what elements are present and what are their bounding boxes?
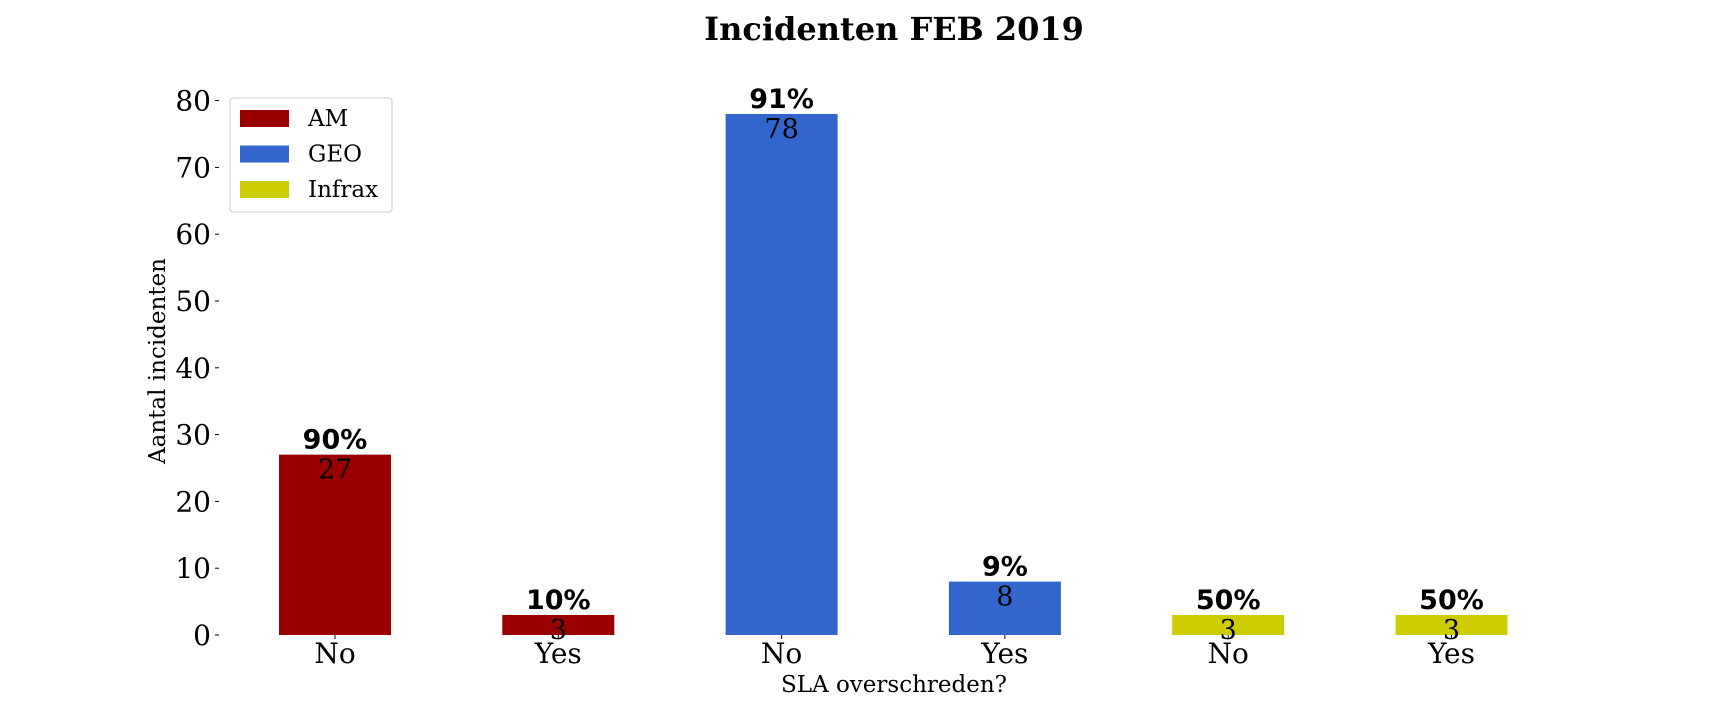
x-tick-label: Yes	[980, 637, 1028, 670]
y-tick-label: 0	[193, 619, 211, 652]
x-tick-label: No	[314, 637, 355, 670]
y-tick-label: 70	[175, 151, 211, 184]
chart-title: Incidenten FEB 2019	[704, 10, 1084, 48]
legend-swatch	[240, 110, 289, 127]
x-tick-label: No	[1208, 637, 1249, 670]
bar-value-label: 3	[1443, 615, 1460, 646]
bar-percent-label: 90%	[303, 425, 368, 456]
y-tick-label: 40	[175, 352, 211, 385]
bar-value-label: 78	[764, 114, 798, 145]
bar	[1395, 614, 1508, 635]
y-tick-label: 60	[175, 218, 211, 251]
bar	[502, 614, 615, 635]
bar	[1172, 614, 1285, 635]
bar-percent-label: 91%	[749, 84, 814, 115]
bar-percent-label: 50%	[1419, 585, 1484, 616]
legend-swatch	[240, 181, 289, 198]
bar-percent-label: 50%	[1196, 585, 1261, 616]
y-tick-label: 80	[175, 85, 211, 118]
bar-value-label: 27	[318, 455, 352, 486]
x-tick-label: Yes	[534, 637, 582, 670]
y-axis: 0 10 20 30 40 50 60 70 80	[175, 85, 219, 652]
bar-value-label: 8	[996, 582, 1013, 613]
legend-label: AM	[307, 106, 348, 132]
legend-label: Infrax	[308, 177, 378, 203]
bar	[948, 581, 1061, 635]
x-axis-title: SLA overschreden?	[781, 672, 1007, 698]
bar-value-label: 3	[550, 615, 567, 646]
y-axis-title: Aantal incidenten	[145, 258, 171, 465]
y-tick-label: 10	[175, 552, 211, 585]
bar	[725, 113, 838, 635]
bar	[279, 454, 391, 635]
legend: AM GEO Infrax	[229, 97, 393, 213]
bar-percent-label: 10%	[526, 585, 591, 616]
legend-label: GEO	[308, 142, 362, 168]
x-tick-label: Yes	[1427, 637, 1475, 670]
bar-percent-label: 9%	[982, 552, 1028, 583]
x-tick-label: No	[761, 637, 802, 670]
bars	[279, 113, 1508, 635]
y-tick-label: 20	[175, 485, 211, 518]
y-tick-label: 50	[175, 285, 211, 318]
legend-swatch	[240, 145, 289, 163]
bar-value-label: 3	[1220, 615, 1237, 646]
y-tick-label: 30	[175, 419, 211, 452]
x-axis: No Yes No Yes No Yes	[314, 635, 1475, 670]
